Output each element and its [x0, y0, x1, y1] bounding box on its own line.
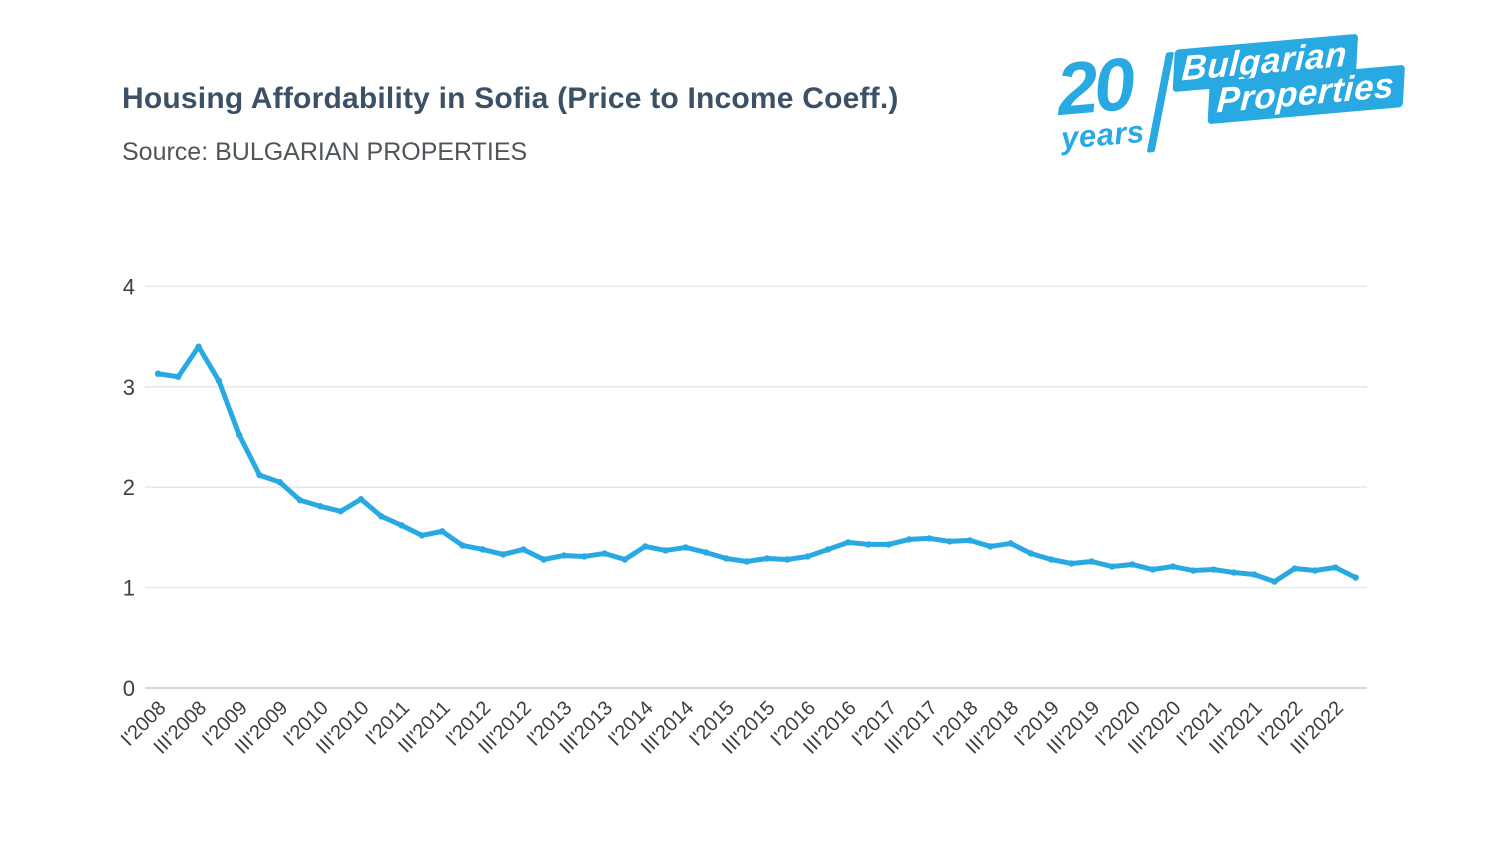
data-point: [763, 555, 771, 562]
y-tick-label: 2: [123, 475, 135, 500]
data-point: [215, 377, 223, 384]
data-point: [946, 538, 953, 545]
data-point: [865, 541, 872, 548]
data-point: [1088, 558, 1096, 565]
data-point: [1210, 566, 1217, 573]
data-point: [459, 542, 466, 549]
data-point: [154, 370, 162, 377]
data-point: [581, 553, 588, 560]
source-label: Source: BULGARIAN PROPERTIES: [122, 138, 528, 166]
data-point: [966, 537, 974, 544]
data-point: [702, 549, 710, 556]
data-point: [1230, 569, 1238, 576]
data-point: [1332, 564, 1339, 571]
data-point: [479, 546, 486, 553]
data-point: [885, 541, 892, 548]
data-point: [256, 471, 263, 479]
data-point: [1271, 578, 1278, 585]
data-point: [804, 553, 811, 560]
data-point: [337, 508, 344, 515]
y-tick-label: 0: [123, 676, 135, 701]
data-point: [439, 528, 446, 535]
data-point: [1251, 571, 1258, 578]
data-point: [784, 556, 791, 563]
data-point: [1352, 574, 1359, 581]
data-point: [682, 544, 689, 551]
data-point: [987, 543, 994, 550]
data-point: [418, 532, 426, 539]
data-point: [175, 373, 182, 380]
data-point: [317, 503, 324, 510]
data-point: [1027, 550, 1035, 557]
page-title: Housing Affordability in Sofia (Price to…: [122, 82, 899, 115]
data-point: [296, 497, 304, 504]
data-point: [601, 550, 608, 557]
y-tick-label: 4: [123, 274, 135, 299]
data-point: [560, 552, 568, 559]
y-tick-label: 1: [123, 576, 135, 601]
data-point: [1007, 540, 1014, 547]
data-point: [642, 543, 649, 550]
data-point: [398, 522, 405, 529]
data-point: [540, 556, 547, 563]
data-point: [621, 556, 629, 563]
y-tick-label: 3: [123, 375, 135, 400]
data-point: [1108, 563, 1116, 570]
price-to-income-series-line: [155, 344, 1359, 585]
data-point: [926, 535, 933, 542]
data-point: [520, 546, 527, 553]
data-point: [743, 558, 750, 565]
data-point: [1311, 567, 1319, 574]
data-point: [1190, 567, 1197, 574]
data-point: [378, 513, 385, 520]
data-point: [1291, 565, 1299, 572]
data-point: [236, 431, 243, 439]
data-point: [1169, 563, 1177, 570]
data-point: [357, 496, 365, 503]
data-point: [845, 539, 852, 546]
data-point: [1149, 566, 1156, 573]
data-point: [276, 478, 283, 486]
data-point: [905, 536, 913, 543]
data-point: [723, 555, 730, 562]
data-point: [1068, 560, 1075, 567]
data-point: [195, 343, 202, 350]
data-point: [1129, 561, 1136, 568]
data-point: [824, 546, 832, 553]
data-point: [499, 551, 507, 558]
data-point: [1048, 556, 1055, 563]
data-point: [662, 547, 669, 554]
